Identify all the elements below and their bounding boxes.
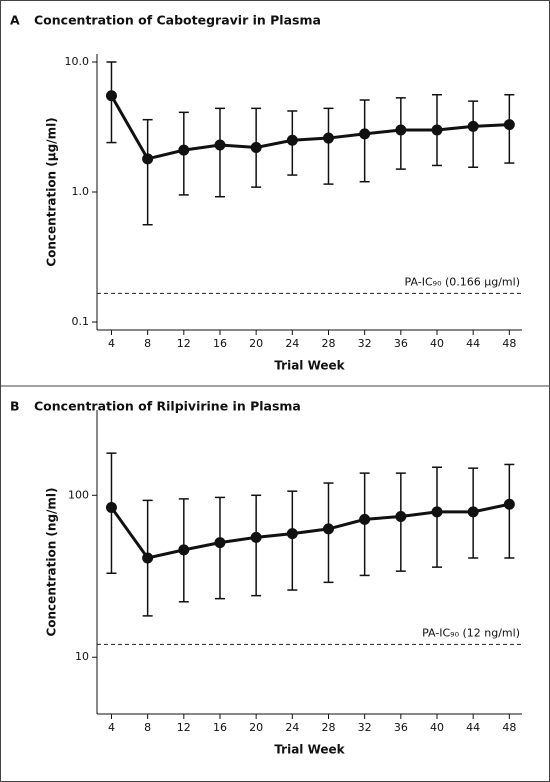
data-point [431,506,443,518]
data-point [105,90,117,102]
chart-title: Concentration of Rilpivirine in Plasma [34,399,301,414]
panel-letter: A [10,13,20,28]
data-point [178,144,190,156]
x-tick-label: 32 [358,337,372,350]
panel-letter: B [10,399,20,414]
x-tick-label: 40 [430,337,444,350]
data-point [322,523,334,535]
x-tick-label: 12 [177,337,191,350]
y-axis-title: Concentration (μg/ml) [45,117,59,266]
data-point [214,537,226,549]
reference-label: PA-IC₉₀ (0.166 μg/ml) [405,275,520,288]
data-point [105,502,117,514]
x-tick-label: 24 [285,337,299,350]
reference-label: PA-IC₉₀ (12 ng/ml) [422,626,520,639]
chart-title: Concentration of Cabotegravir in Plasma [34,13,321,28]
data-point [395,510,407,522]
data-point [250,141,262,153]
x-tick-label: 24 [285,721,299,734]
data-point [395,124,407,136]
data-point [359,128,371,140]
x-tick-label: 20 [249,721,263,734]
x-tick-label: 36 [394,721,408,734]
data-point [467,120,479,132]
x-tick-label: 44 [466,337,480,350]
x-tick-label: 8 [144,721,151,734]
x-tick-label: 48 [502,721,516,734]
x-tick-label: 20 [249,337,263,350]
data-point [250,531,262,543]
data-point [286,528,298,540]
y-tick-label: 0.1 [72,315,90,328]
x-tick-label: 4 [108,337,115,350]
y-tick-label: 1.0 [72,185,90,198]
data-point [286,134,298,146]
data-point [322,132,334,144]
data-point [503,119,515,131]
data-point [178,544,190,556]
series-line [110,502,510,560]
x-tick-label: 8 [144,337,151,350]
x-axis-title: Trial Week [274,359,345,373]
x-tick-label: 32 [358,721,372,734]
data-point [467,506,479,518]
data-point [142,552,154,564]
x-axis-title: Trial Week [274,743,345,757]
x-tick-label: 28 [321,721,335,734]
x-tick-label: 48 [502,337,516,350]
y-axis-title: Concentration (ng/ml) [45,487,59,636]
y-tick-label: 100 [68,488,89,501]
x-tick-label: 12 [177,721,191,734]
x-tick-label: 4 [108,721,115,734]
x-tick-label: 44 [466,721,480,734]
data-point [142,153,154,165]
y-tick-label: 10 [75,650,89,663]
data-point [431,124,443,136]
y-tick-label: 10.0 [65,55,90,68]
x-tick-label: 28 [321,337,335,350]
series-line [110,95,510,161]
x-tick-label: 40 [430,721,444,734]
x-tick-label: 36 [394,337,408,350]
data-point [503,498,515,510]
data-point [214,139,226,151]
x-tick-label: 16 [213,337,227,350]
data-point [359,513,371,525]
x-tick-label: 16 [213,721,227,734]
